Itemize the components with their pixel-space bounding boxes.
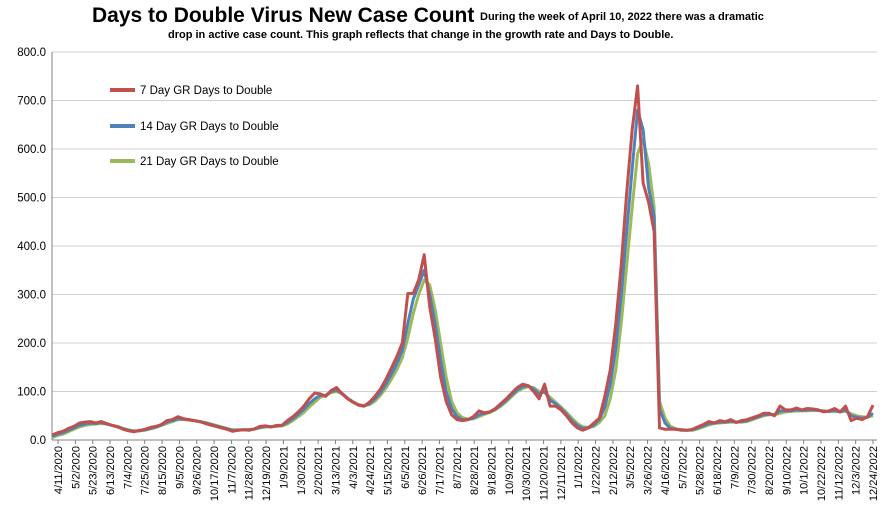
- x-tick-label: 11/20/2021: [539, 446, 551, 500]
- x-tick-label: 2/20/2021: [313, 446, 325, 495]
- y-tick-label: 0.0: [30, 435, 46, 447]
- legend-item-14-day: 14 Day GR Days to Double: [110, 121, 279, 133]
- y-tick-label: 200.0: [17, 338, 46, 350]
- x-tick-label: 6/26/2021: [417, 446, 429, 495]
- y-tick-label: 700.0: [17, 96, 46, 108]
- x-tick-label: 1/1/2022: [573, 446, 585, 489]
- x-tick-label: 1/22/2022: [591, 446, 603, 495]
- x-tick-label: 8/15/2020: [157, 446, 169, 495]
- legend-label-14-day: 14 Day GR Days to Double: [140, 121, 279, 133]
- x-tick-label: 5/2/2020: [70, 446, 82, 489]
- y-tick-label: 800.0: [17, 47, 46, 59]
- x-tick-label: 11/7/2020: [226, 446, 238, 494]
- x-tick-label: 9/26/2020: [192, 446, 204, 495]
- x-tick-label: 8/28/2021: [469, 446, 481, 495]
- x-tick-label: 9/10/2022: [781, 446, 793, 495]
- y-tick-label: 300.0: [17, 290, 46, 302]
- x-tick-label: 3/5/2022: [625, 446, 637, 489]
- x-tick-label: 2/12/2022: [608, 446, 620, 495]
- legend-item-7-day: 7 Day GR Days to Double: [110, 85, 272, 97]
- x-tick-label: 7/30/2022: [747, 446, 759, 495]
- x-tick-label: 10/30/2021: [521, 446, 533, 501]
- x-tick-label: 6/5/2021: [400, 446, 412, 489]
- x-tick-label: 10/22/2022: [816, 446, 828, 501]
- chart-subtitle-line-2: drop in active case count. This graph re…: [168, 29, 673, 41]
- axes: [51, 52, 877, 441]
- x-tick-label: 9/18/2021: [487, 446, 499, 495]
- x-tick-label: 4/11/2020: [53, 446, 65, 494]
- y-tick-label: 600.0: [17, 144, 46, 156]
- x-tick-label: 12/24/2022: [868, 446, 880, 501]
- x-tick-label: 3/26/2022: [643, 446, 655, 495]
- x-tick-label: 7/4/2020: [122, 446, 134, 489]
- x-tick-label: 12/11/2021: [556, 446, 568, 500]
- x-tick-label: 4/24/2021: [365, 446, 377, 495]
- legend-label-7-day: 7 Day GR Days to Double: [140, 85, 272, 97]
- x-tick-label: 9/5/2020: [174, 446, 186, 489]
- x-tick-label: 11/12/2022: [833, 446, 845, 500]
- x-tick-label: 1/9/2021: [278, 446, 290, 489]
- x-tick-label: 12/19/2020: [261, 446, 273, 501]
- chart-title: Days to Double Virus New Case Count: [92, 4, 474, 27]
- x-tick-label: 7/17/2021: [434, 446, 446, 495]
- x-tick-label: 10/1/2022: [799, 446, 811, 495]
- gridlines: [52, 51, 877, 392]
- x-tick-label: 6/13/2020: [105, 446, 117, 495]
- x-tick-label: 5/15/2021: [382, 446, 394, 495]
- y-axis-ticks: 0.0 100.0 200.0 300.0 400.0 500.0 600.0 700.0 80…: [17, 47, 46, 447]
- series-lines: [51, 84, 875, 440]
- x-tick-label: 7/9/2022: [729, 446, 741, 489]
- legend: 7 Day GR Days to Double 14 Day GR Days t…: [110, 85, 279, 168]
- x-tick-label: 5/23/2020: [88, 446, 100, 495]
- series-line-21-day: [51, 137, 874, 440]
- x-tick-label: 6/18/2022: [712, 446, 724, 495]
- x-tick-label: 4/3/2021: [348, 446, 360, 489]
- legend-item-21-day: 21 Day GR Days to Double: [110, 156, 279, 168]
- x-axis-ticks: 4/11/2020 5/2/2020 5/23/2020 6/13/2020 7/4/2…: [53, 440, 880, 501]
- series-line-7-day: [51, 84, 875, 437]
- x-tick-label: 11/28/2020: [244, 446, 256, 500]
- y-tick-label: 400.0: [17, 241, 46, 253]
- chart-subtitle-line-1: During the week of April 10, 2022 there …: [480, 11, 764, 23]
- x-tick-label: 5/7/2022: [677, 446, 689, 489]
- x-tick-label: 4/16/2022: [660, 446, 672, 495]
- x-tick-label: 7/25/2020: [140, 446, 152, 495]
- x-tick-label: 5/28/2022: [695, 446, 707, 495]
- x-tick-label: 10/17/2020: [209, 446, 221, 501]
- x-tick-label: 8/20/2022: [764, 446, 776, 495]
- legend-label-21-day: 21 Day GR Days to Double: [140, 156, 279, 168]
- y-tick-label: 100.0: [17, 387, 46, 399]
- y-tick-label: 500.0: [17, 193, 46, 205]
- x-tick-label: 12/3/2022: [851, 446, 863, 495]
- x-tick-label: 3/13/2021: [330, 446, 342, 495]
- x-tick-label: 10/9/2021: [504, 446, 516, 495]
- x-tick-label: 1/30/2021: [296, 446, 308, 495]
- x-tick-label: 8/7/2021: [452, 446, 464, 489]
